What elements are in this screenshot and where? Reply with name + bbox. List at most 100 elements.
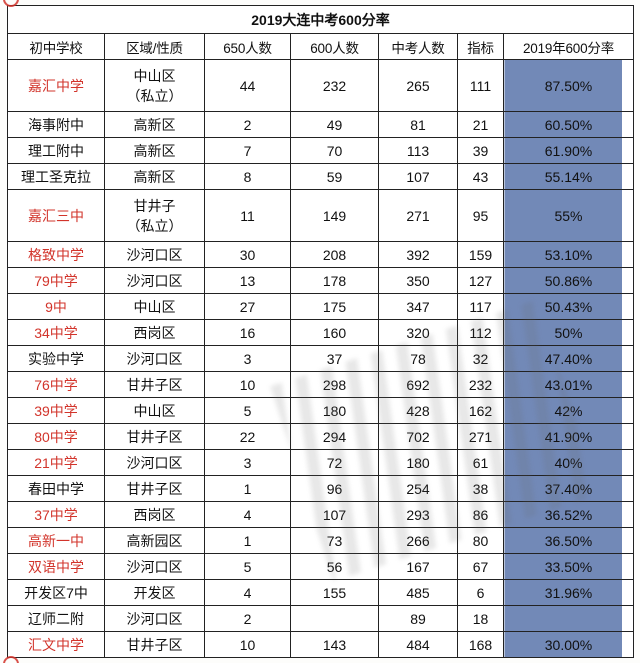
rate-cell: 61.90% — [502, 137, 635, 164]
count-650: 2 — [204, 605, 291, 632]
column-header: 600人数 — [290, 33, 379, 60]
table-row: 开发区7中 开发区 4 155 485 6 31.96% — [7, 579, 635, 606]
candidate-count: 392 — [378, 241, 458, 268]
count-600: 208 — [290, 241, 379, 268]
region: 沙河口区 — [104, 267, 205, 294]
quota: 95 — [457, 189, 504, 242]
rate-cell: 30.00% — [502, 631, 635, 658]
count-650: 3 — [204, 449, 291, 476]
candidate-count: 320 — [378, 319, 458, 346]
rate-value: 40% — [554, 454, 583, 471]
quota: 271 — [457, 423, 504, 450]
column-header: 2019年600分率 — [502, 33, 635, 60]
region: 甘井子区 — [104, 423, 205, 450]
region: 沙河口区 — [104, 605, 205, 632]
region: 中山区 （私立） — [104, 59, 205, 112]
quota: 80 — [457, 527, 504, 554]
table-row: 理工附中 高新区 7 70 113 39 61.90% — [7, 137, 635, 164]
quota: 232 — [457, 371, 504, 398]
region: 甘井子区 — [104, 631, 205, 658]
rate-value: 42% — [554, 402, 583, 419]
column-header: 指标 — [457, 33, 504, 60]
school-name: 汇文中学 — [7, 631, 105, 658]
table-row: 79中学 沙河口区 13 178 350 127 50.86% — [7, 267, 635, 294]
rate-cell: 55.14% — [502, 163, 635, 190]
candidate-count: 350 — [378, 267, 458, 294]
count-650: 10 — [204, 631, 291, 658]
rate-value: 50.86% — [544, 272, 593, 289]
rate-cell: 40% — [502, 449, 635, 476]
count-650: 44 — [204, 59, 291, 112]
count-600: 298 — [290, 371, 379, 398]
table-row: 21中学 沙河口区 3 72 180 61 40% — [7, 449, 635, 476]
count-650: 27 — [204, 293, 291, 320]
rate-value: 61.90% — [544, 142, 593, 159]
rate-cell: 36.52% — [502, 501, 635, 528]
table-row: 34中学 西岗区 16 160 320 112 50% — [7, 319, 635, 346]
region: 开发区 — [104, 579, 205, 606]
rate-cell: 36.50% — [502, 527, 635, 554]
count-600 — [290, 605, 379, 632]
region: 中山区 — [104, 397, 205, 424]
table-row: 高新一中 高新园区 1 73 266 80 36.50% — [7, 527, 635, 554]
rate-cell: 42% — [502, 397, 635, 424]
count-650: 7 — [204, 137, 291, 164]
header-row: 初中学校 区域/性质 650人数 600人数 中考人数 指标 2019年600分率 — [7, 33, 635, 60]
count-600: 107 — [290, 501, 379, 528]
region: 高新区 — [104, 111, 205, 138]
school-name: 21中学 — [7, 449, 105, 476]
rate-cell: 37.40% — [502, 475, 635, 502]
rate-cell: 50.86% — [502, 267, 635, 294]
candidate-count: 113 — [378, 137, 458, 164]
count-650: 5 — [204, 553, 291, 580]
candidate-count: 81 — [378, 111, 458, 138]
region: 甘井子区 — [104, 475, 205, 502]
school-name: 9中 — [7, 293, 105, 320]
region: 高新园区 — [104, 527, 205, 554]
quota: 162 — [457, 397, 504, 424]
column-header: 中考人数 — [378, 33, 458, 60]
quota: 6 — [457, 579, 504, 606]
rate-value: 33.50% — [544, 558, 593, 575]
column-header: 区域/性质 — [104, 33, 205, 60]
count-600: 160 — [290, 319, 379, 346]
region: 沙河口区 — [104, 345, 205, 372]
rate-value: 60.50% — [544, 116, 593, 133]
corner-logo-bottom-icon — [3, 656, 19, 663]
school-name: 理工圣克拉 — [7, 163, 105, 190]
rate-cell: 60.50% — [502, 111, 635, 138]
candidate-count: 254 — [378, 475, 458, 502]
region: 甘井子区 — [104, 371, 205, 398]
count-650: 3 — [204, 345, 291, 372]
candidate-count: 293 — [378, 501, 458, 528]
rate-cell: 50% — [502, 319, 635, 346]
school-name: 80中学 — [7, 423, 105, 450]
school-name: 34中学 — [7, 319, 105, 346]
region: 沙河口区 — [104, 553, 205, 580]
school-name: 开发区7中 — [7, 579, 105, 606]
rate-value: 55% — [554, 207, 583, 224]
candidate-count: 180 — [378, 449, 458, 476]
count-600: 72 — [290, 449, 379, 476]
table-row: 理工圣克拉 高新区 8 59 107 43 55.14% — [7, 163, 635, 190]
quota: 111 — [457, 59, 504, 112]
school-name: 理工附中 — [7, 137, 105, 164]
region: 沙河口区 — [104, 241, 205, 268]
quota: 61 — [457, 449, 504, 476]
school-name: 辽师二附 — [7, 605, 105, 632]
rate-cell: 47.40% — [502, 345, 635, 372]
count-600: 178 — [290, 267, 379, 294]
school-name: 格致中学 — [7, 241, 105, 268]
count-650: 10 — [204, 371, 291, 398]
table-row: 80中学 甘井子区 22 294 702 271 41.90% — [7, 423, 635, 450]
count-650: 4 — [204, 579, 291, 606]
count-600: 59 — [290, 163, 379, 190]
rate-value: 87.50% — [544, 77, 593, 94]
quota: 67 — [457, 553, 504, 580]
region: 高新区 — [104, 163, 205, 190]
candidate-count: 266 — [378, 527, 458, 554]
school-name: 高新一中 — [7, 527, 105, 554]
count-600: 175 — [290, 293, 379, 320]
candidate-count: 271 — [378, 189, 458, 242]
rate-value: 37.40% — [544, 480, 593, 497]
